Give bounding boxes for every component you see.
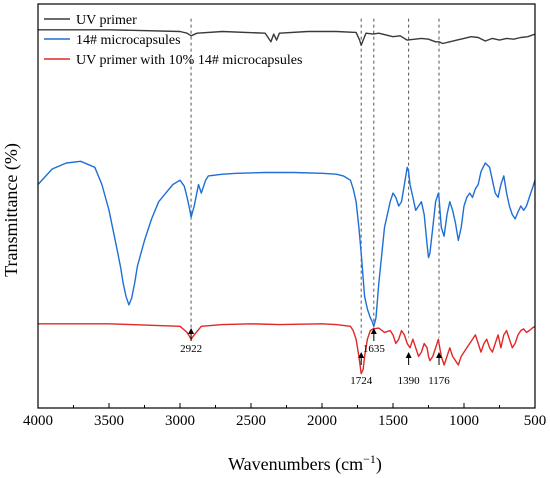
x-axis-title-sup: −1 [363,452,376,466]
x-axis-title-main: Wavenumbers (cm [228,454,363,475]
y-axis-title: Transmittance (%) [1,143,22,277]
x-tick-label: 3500 [94,413,124,429]
x-axis-title: Wavenumbers (cm−1) [228,452,382,475]
legend-label-1: UV primer [76,13,137,28]
peak-arrowhead-1635 [370,328,377,334]
peak-label-1635: 1635 [363,343,386,355]
x-tick-label: 3000 [165,413,195,429]
peak-arrowhead-1390 [405,352,412,358]
peak-label-1176: 1176 [428,375,450,387]
peak-label-2922: 2922 [180,343,202,355]
series-line-3 [38,323,536,375]
reference-lines [190,18,440,338]
peak-arrowhead-1724 [358,352,365,358]
x-tick-label: 1500 [378,413,408,429]
x-tick-label: 500 [524,413,547,429]
peak-label-1724: 1724 [350,375,373,387]
x-tick-label: 4000 [23,413,53,429]
legend-label-2: 14# microcapsules [76,33,181,48]
x-tick-label: 2500 [236,413,266,429]
axes: 4000 3500 3000 2500 2000 1500 1000 500 [23,3,547,429]
peak-arrowhead-2922 [188,328,195,334]
x-tick-label: 2000 [307,413,337,429]
x-axis-title-close: ) [376,454,382,475]
legend-label-3: UV primer with 10% 14# microcapsules [76,53,302,68]
x-tick-label: 1000 [449,413,479,429]
series-lines [37,29,536,375]
series-line-2 [37,160,536,327]
peak-label-1390: 1390 [398,375,421,387]
legend: UV primer 14# microcapsules UV primer with… [44,13,302,68]
peak-arrowhead-1176 [436,352,443,358]
series-line-1 [38,29,536,46]
peak-annotations: 2922 1724 1635 1390 1176 [180,328,450,387]
